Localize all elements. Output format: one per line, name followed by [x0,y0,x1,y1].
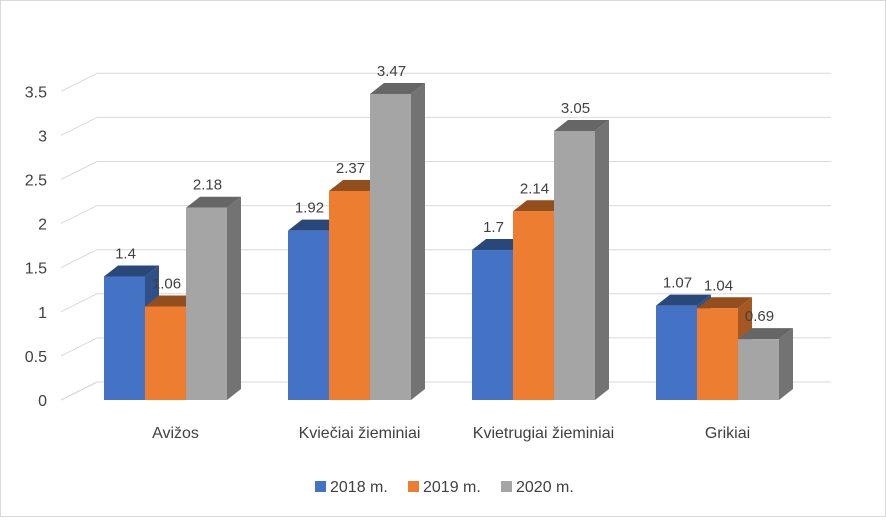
bar-side [595,119,609,401]
data-label: 3.47 [377,63,406,80]
data-label: 1.7 [483,219,504,236]
gridline-side [60,293,98,313]
gridline-side [60,161,98,180]
legend-swatch [315,481,326,492]
legend-swatch [408,481,419,492]
floor-edge [60,381,98,401]
bar-front [288,230,329,400]
bar-top [656,294,711,306]
bar-side [227,196,241,400]
bar-front [513,211,554,400]
bar-front [656,305,697,400]
data-label: 1.06 [152,276,181,293]
legend-item: 2019 m. [408,479,481,496]
gridline-side [60,337,98,357]
bar [554,119,609,401]
y-tick-label: 0.5 [25,349,47,366]
bar-top [554,119,609,131]
data-label: 2.18 [193,177,222,194]
legend: 2018 m. 2019 m. 2020 m. [315,479,574,496]
legend-item: 2018 m. [315,479,388,496]
data-label: 3.05 [561,100,590,117]
x-tick-label: Kvietrugiai žieminiai [473,425,614,442]
axis-layer: 0 0.5 1 1.5 2 2.5 3 3.5 Avižos Kviečiai žieminiai… [25,84,750,442]
bar-front [104,276,145,400]
y-tick-label: 0 [38,393,47,410]
gridline-side [60,205,98,225]
x-tick-label: Avižos [152,425,199,442]
data-labels-layer: 1.4 1.92 1.7 1.07 1.06 2.37 2.14 1.04 2.18 3.47 3.… [115,63,774,325]
y-tick-label: 2 [38,217,47,234]
bar-front [329,190,370,400]
y-tick-label: 1 [38,305,47,322]
bar-top [738,328,793,340]
bar-front [738,339,779,400]
data-label: 1.4 [115,246,136,263]
data-label: 1.07 [663,275,692,292]
data-label: 1.04 [704,277,733,294]
bar [738,328,793,400]
bar-front [370,93,411,401]
legend-item: 2020 m. [501,479,574,496]
gridline-side [60,116,98,136]
data-label: 1.92 [295,200,324,217]
gridline-side [60,249,98,269]
x-tick-label: Kviečiai žieminiai [299,425,421,442]
y-tick-label: 3.5 [25,84,47,101]
bar-top [104,265,159,277]
gridline-side [60,72,98,92]
legend-label: 2018 m. [330,479,388,496]
y-tick-label: 2.5 [25,173,47,190]
bar-side [779,328,793,400]
legend-swatch [501,481,512,492]
y-tick-label: 1.5 [25,261,47,278]
bar [370,82,425,401]
bar-front [697,308,738,400]
bar [697,297,752,400]
y-tick-label: 3 [38,128,47,145]
bar-front [145,306,186,400]
legend-label: 2020 m. [516,479,574,496]
data-label: 2.14 [520,180,549,197]
data-label: 2.37 [336,160,365,177]
bar-front [554,130,595,401]
bar-top [186,196,241,208]
bar-side [411,82,425,401]
x-tick-label: Grikiai [705,425,750,442]
legend-label: 2019 m. [423,479,481,496]
bars-layer [104,82,793,401]
data-label: 0.69 [745,308,774,325]
bar-front [186,207,227,400]
bar-top [697,297,752,309]
bar-front [472,250,513,400]
bar-top [370,82,425,94]
bar [186,196,241,400]
